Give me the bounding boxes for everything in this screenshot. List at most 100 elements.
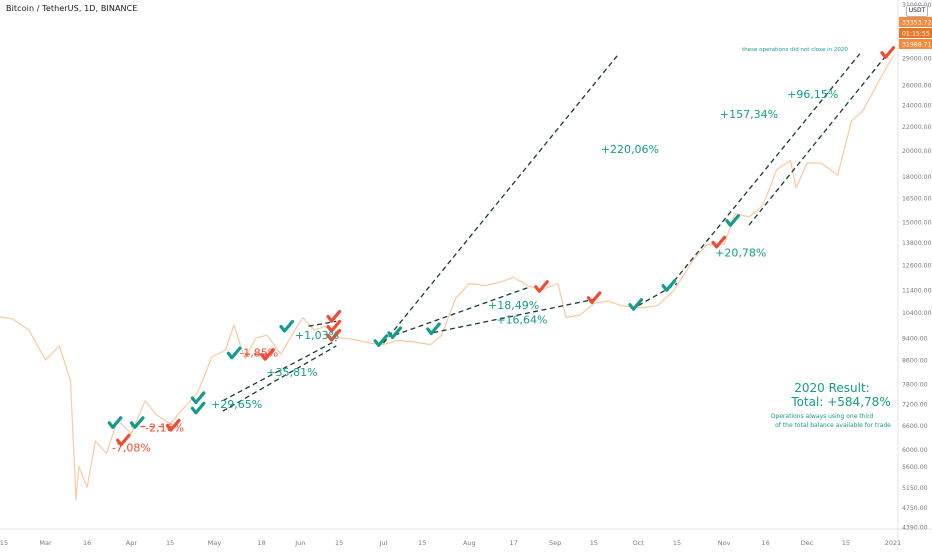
checkmark-icon-green[interactable] xyxy=(190,391,206,405)
trade-line-gain xyxy=(394,287,528,336)
y-tick-label: 16500.00 xyxy=(902,196,932,203)
y-tick-label: 5600.00 xyxy=(902,464,928,471)
x-tick-label: 15 xyxy=(335,539,343,547)
trade-line-gain xyxy=(308,320,337,327)
y-tick-label: 12600.00 xyxy=(902,263,932,270)
x-tick-label: 18 xyxy=(257,539,265,547)
x-tick-label: Apr xyxy=(126,539,138,547)
countdown-tag: 01:15:55 xyxy=(902,31,930,38)
result-title: 2020 Result: xyxy=(794,381,869,395)
y-tick-label: 29000.00 xyxy=(902,56,932,63)
percent-label: +20,78% xyxy=(715,246,766,259)
trade-line-gain xyxy=(222,339,337,402)
result-note-line2: of the total balance available for trade xyxy=(775,422,891,429)
x-tick-label: 2021 xyxy=(885,539,902,547)
price-series xyxy=(0,56,894,501)
checkmark-icon-red[interactable] xyxy=(115,433,131,447)
x-tick-label: 15 xyxy=(166,539,174,547)
checkmark-icon-green[interactable] xyxy=(373,334,389,347)
checkmark-icon-red[interactable] xyxy=(326,319,342,333)
checkmark-icon-green[interactable] xyxy=(107,416,123,429)
checkmark-icon-red[interactable] xyxy=(326,328,342,342)
y-tick-label: 4750.00 xyxy=(902,505,928,512)
y-tick-label: 24000.00 xyxy=(902,103,932,110)
percent-label: +220,06% xyxy=(601,143,659,156)
checkmark-icon-green[interactable] xyxy=(387,326,403,340)
trade-line-gain xyxy=(222,345,337,412)
checkmark-icon-red[interactable] xyxy=(326,309,342,323)
x-tick-label: 15 xyxy=(842,539,850,547)
percent-label: +18,49% xyxy=(488,299,539,312)
trade-line-gain xyxy=(433,298,597,334)
checkmark-icon-red[interactable] xyxy=(711,235,727,249)
y-tick-label: 6000.00 xyxy=(902,447,928,454)
y-tick-label: 4390.00 xyxy=(902,525,928,532)
reference-price-tag-box xyxy=(899,39,932,49)
countdown-tag-box xyxy=(899,28,932,38)
checkmark-icon-red[interactable] xyxy=(260,348,275,361)
y-tick-label: 13800.00 xyxy=(902,240,932,247)
percent-label: +29,65% xyxy=(211,398,262,411)
y-tick-label: 5150.00 xyxy=(902,485,928,492)
x-tick-label: 15 xyxy=(590,539,598,547)
checkmark-icon-red[interactable] xyxy=(880,46,896,59)
trade-line-gain xyxy=(748,53,889,226)
y-tick-label: 7800.00 xyxy=(902,382,928,389)
checkmark-icon-red[interactable] xyxy=(534,280,549,293)
y-tick-label: 18000.00 xyxy=(902,174,932,181)
checkmark-icon-green[interactable] xyxy=(279,319,295,333)
result-total: Total: +584,78% xyxy=(790,395,890,409)
checkmark-icon-green[interactable] xyxy=(129,416,145,429)
trade-markers xyxy=(107,46,896,447)
y-tick-label: 6600.00 xyxy=(902,423,928,430)
percent-label: +157,34% xyxy=(720,108,778,121)
checkmark-icon-green[interactable] xyxy=(628,298,644,311)
x-tick-label: 16 xyxy=(761,539,769,547)
x-tick-label: Jun xyxy=(294,539,305,547)
percent-label: -1,85% xyxy=(239,347,278,360)
y-tick-label: 22000.00 xyxy=(902,124,932,131)
trade-line-gain xyxy=(382,53,620,344)
last-price-tag: 33353.72 xyxy=(902,20,932,27)
checkmark-icon-red[interactable] xyxy=(586,291,602,304)
checkmark-icon-green[interactable] xyxy=(661,279,677,292)
reference-price-tag: 31988.71 xyxy=(902,42,932,49)
x-tick-label: 15 xyxy=(418,539,426,547)
x-tick-label: Mar xyxy=(39,539,52,547)
y-tick-label: 15000.00 xyxy=(902,219,932,226)
percent-label: +1,03% xyxy=(295,329,339,342)
y-tick-label: 11400.00 xyxy=(902,287,932,294)
checkmark-icon-red[interactable] xyxy=(165,418,181,432)
last-price-tag-box xyxy=(899,17,932,27)
x-tick-label: Nov xyxy=(718,539,731,547)
checkmark-icon-green[interactable] xyxy=(226,346,242,360)
percent-label: -7,08% xyxy=(112,442,151,455)
checkmark-icon-green[interactable] xyxy=(190,401,206,415)
x-tick-label: 15 xyxy=(673,539,681,547)
x-tick-label: 16 xyxy=(83,539,91,547)
unclosed-operations-note: these operations did not close in 2020 xyxy=(742,47,848,53)
y-tick-label: 8600.00 xyxy=(902,358,928,365)
x-tick-label: Dec xyxy=(801,539,814,547)
x-tick-label: Jul xyxy=(378,539,387,547)
y-tick-label: 10400.00 xyxy=(902,310,932,317)
x-tick-label: Oct xyxy=(633,539,645,547)
y-tick-label: 20000.00 xyxy=(902,148,932,155)
x-tick-label: Sep xyxy=(549,539,561,547)
checkmark-icon-green[interactable] xyxy=(725,214,740,227)
symbol-title[interactable]: Bitcoin / TetherUS, 1D, BINANCE xyxy=(6,4,138,13)
annotations: -7,08% -2,16% -1,85% +1,03% +35,81% +29,65% +2… xyxy=(112,47,891,455)
currency-button[interactable]: USDT xyxy=(906,5,928,17)
y-tick-label: 26000.00 xyxy=(902,83,932,90)
result-note-line1: Operations always using one third xyxy=(771,413,874,420)
checkmark-icon-green[interactable] xyxy=(426,322,441,336)
x-tick-label: 17 xyxy=(509,539,517,547)
x-tick-label: May xyxy=(208,539,222,547)
price-line xyxy=(0,56,894,501)
x-tick-label: Aug xyxy=(463,539,476,547)
